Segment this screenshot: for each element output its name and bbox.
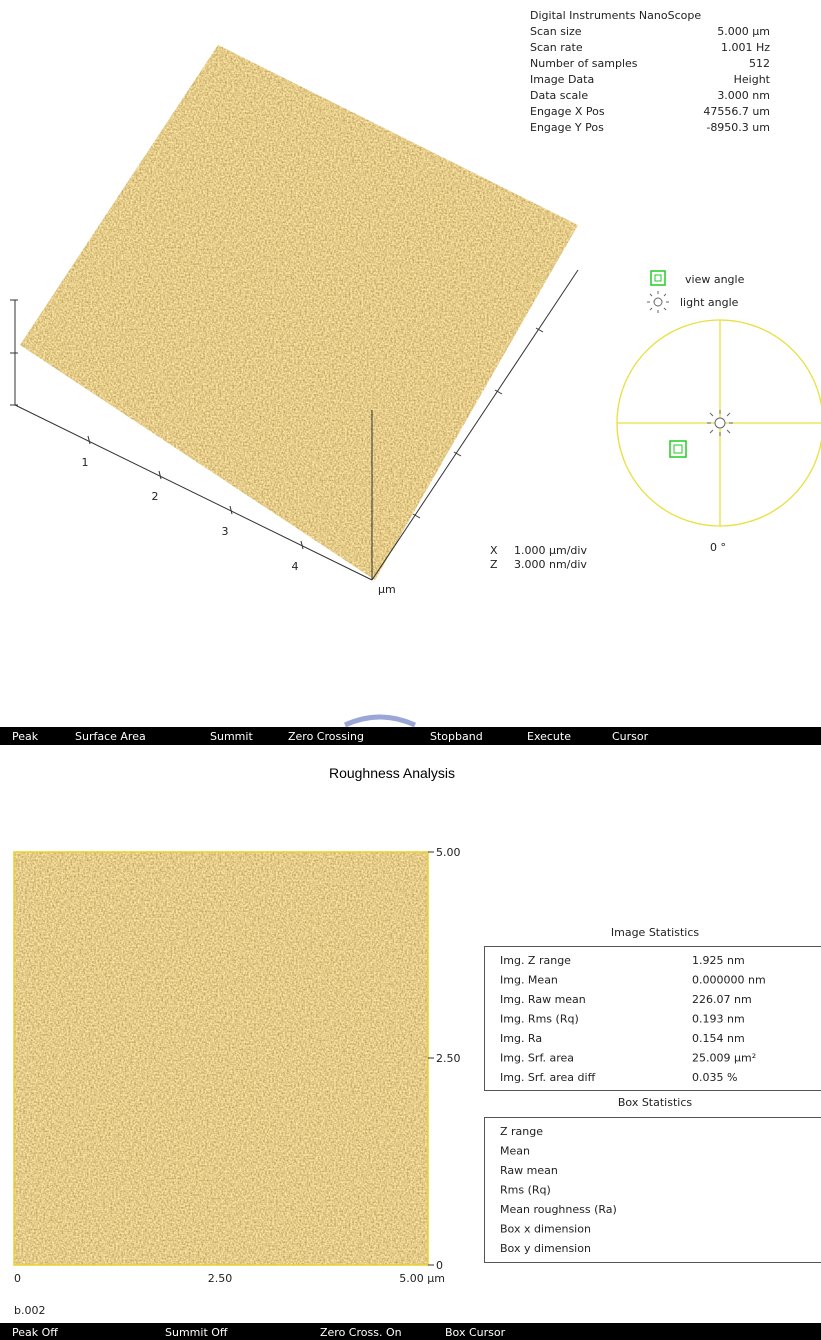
image-ticks (428, 852, 434, 1265)
info-title: Digital Instruments NanoScope (530, 9, 701, 22)
status-item: Summit Off (165, 1326, 228, 1339)
page-title: Roughness Analysis (329, 765, 455, 781)
info-value: 512 (749, 57, 770, 70)
light-angle-label: light angle (680, 296, 739, 309)
stat-value: 0.154 nm (692, 1032, 745, 1045)
stat-value: 25.009 µm² (692, 1052, 756, 1065)
axis-label: 4 (292, 560, 299, 573)
screen: Digital Instruments NanoScope Scan size 5.… (0, 0, 821, 1340)
info-label: Engage X Pos (530, 105, 605, 118)
stat-value: 226.07 nm (692, 993, 752, 1006)
info-label: Scan size (530, 25, 582, 38)
status-bar (0, 1323, 821, 1340)
info-label: Scan rate (530, 41, 583, 54)
stat-value: 0.000000 nm (692, 974, 766, 987)
box-stat-label: Rms (Rq) (500, 1184, 551, 1197)
page: { "info": { "title": "Digital Instrument… (0, 0, 821, 1340)
menu-item[interactable]: Zero Crossing (288, 730, 364, 743)
image-name: b.002 (14, 1304, 45, 1317)
stat-label: Img. Ra (500, 1032, 542, 1045)
box-stats-title: Box Statistics (618, 1096, 692, 1109)
menu-item[interactable]: Cursor (612, 730, 649, 743)
x-label: 5.00 µm (399, 1272, 445, 1285)
stat-label: Img. Rms (Rq) (500, 1013, 579, 1026)
stat-value: 1.925 nm (692, 954, 745, 967)
status-item: Peak Off (12, 1326, 58, 1339)
menu-item[interactable]: Surface Area (75, 730, 146, 743)
axis-unit: µm (378, 583, 396, 596)
box-stat-label: Raw mean (500, 1164, 558, 1177)
angle-degree: 0 ° (710, 541, 726, 554)
x-label: 0 (14, 1272, 21, 1285)
menu-items: Peak Surface Area Summit Zero Crossing Stopb… (12, 730, 649, 743)
stat-label: Img. Raw mean (500, 993, 586, 1006)
menu-item[interactable]: Peak (12, 730, 39, 743)
scale-value: 1.000 µm/div (514, 544, 587, 557)
y-label: 0 (436, 1259, 443, 1272)
info-value: -8950.3 um (706, 121, 770, 134)
stat-label: Img. Srf. area diff (500, 1071, 596, 1084)
view-angle-label: view angle (685, 273, 745, 286)
status-item: Zero Cross. On (320, 1326, 402, 1339)
image-stats-title: Image Statistics (611, 926, 700, 939)
info-value: 1.001 Hz (721, 41, 770, 54)
surface-3d (20, 45, 578, 580)
scale-axis: Z (490, 558, 498, 571)
stat-label: Img. Srf. area (500, 1052, 574, 1065)
info-value: 47556.7 um (703, 105, 770, 118)
info-label: Engage Y Pos (530, 121, 604, 134)
menu-item[interactable]: Execute (527, 730, 571, 743)
info-value: 3.000 nm (717, 89, 770, 102)
axis-label: 3 (222, 525, 229, 538)
x-label: 2.50 (208, 1272, 233, 1285)
info-label: Data scale (530, 89, 588, 102)
info-value: 5.000 µm (717, 25, 770, 38)
info-label: Image Data (530, 73, 594, 86)
scale-axis: X (490, 544, 498, 557)
angle-widget (617, 271, 821, 526)
stat-value: 0.193 nm (692, 1013, 745, 1026)
axis-label: 1 (82, 456, 89, 469)
y-label: 2.50 (436, 1052, 461, 1065)
stat-label: Img. Mean (500, 974, 558, 987)
scale-value: 3.000 nm/div (514, 558, 587, 571)
info-label: Number of samples (530, 57, 638, 70)
menu-item[interactable]: Stopband (430, 730, 483, 743)
box-stat-label: Mean (500, 1145, 530, 1158)
info-value: Height (734, 73, 771, 86)
box-stat-label: Box y dimension (500, 1242, 591, 1255)
box-stat-label: Mean roughness (Ra) (500, 1203, 617, 1216)
stat-value: 0.035 % (692, 1071, 737, 1084)
image-2d (14, 852, 428, 1265)
box-stat-label: Box x dimension (500, 1223, 591, 1236)
status-item: Box Cursor (445, 1326, 506, 1339)
stat-label: Img. Z range (500, 954, 571, 967)
box-stat-label: Z range (500, 1125, 543, 1138)
logo (345, 717, 415, 725)
menu-item[interactable]: Summit (210, 730, 253, 743)
y-label: 5.00 (436, 846, 461, 859)
axis-label: 2 (152, 490, 159, 503)
